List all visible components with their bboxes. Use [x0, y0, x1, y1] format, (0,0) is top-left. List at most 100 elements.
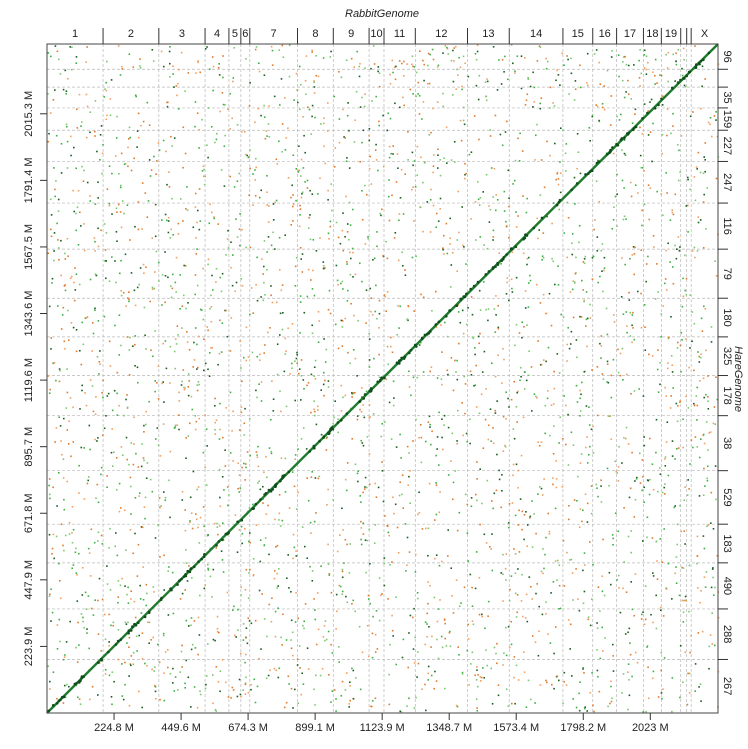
noise-dot: [313, 80, 315, 82]
noise-dot: [667, 562, 670, 565]
noise-dot: [470, 663, 472, 665]
noise-dot: [169, 62, 171, 65]
noise-dot: [349, 251, 351, 254]
x-position-axis: 224.8 M 449.6 M 674.3 M 899.1 M 1123.9 M 1348…: [94, 713, 669, 734]
noise-dot: [698, 355, 700, 358]
noise-dot: [55, 134, 58, 137]
noise-dot: [394, 503, 397, 506]
noise-dot: [239, 652, 242, 655]
noise-dot: [100, 650, 103, 652]
noise-dot: [505, 418, 507, 420]
noise-dot: [565, 404, 567, 407]
noise-dot: [98, 373, 100, 375]
noise-dot: [553, 687, 555, 690]
noise-dot: [490, 548, 492, 550]
noise-dot: [69, 46, 71, 48]
noise-dot: [183, 388, 186, 391]
noise-dot: [378, 327, 380, 329]
noise-dot: [646, 516, 649, 519]
noise-dot: [579, 389, 581, 392]
noise-dot: [661, 561, 663, 563]
noise-dot: [357, 319, 359, 322]
noise-dot: [512, 428, 515, 430]
noise-dot: [682, 621, 685, 623]
noise-dot: [570, 57, 572, 60]
noise-dot: [214, 428, 216, 431]
noise-dot: [294, 399, 296, 402]
noise-dot: [126, 407, 129, 409]
noise-dot: [238, 172, 240, 175]
noise-dot: [60, 440, 62, 442]
noise-dot: [547, 346, 550, 349]
noise-dot: [360, 411, 363, 413]
noise-dot: [615, 512, 617, 514]
x-tick-label: 674.3 M: [228, 722, 268, 734]
diagonal-point: [676, 81, 680, 84]
diagonal-point: [383, 376, 386, 380]
noise-dot: [590, 428, 593, 431]
noise-dot: [59, 640, 61, 643]
diagonal-point: [119, 638, 123, 641]
noise-dot: [238, 529, 241, 531]
noise-dot: [617, 371, 620, 374]
noise-dot: [244, 589, 247, 591]
noise-dot: [399, 197, 402, 199]
noise-dot: [512, 474, 514, 477]
noise-dot: [392, 380, 395, 383]
noise-dot: [73, 299, 76, 302]
noise-dot: [129, 239, 131, 241]
noise-dot: [703, 442, 706, 445]
noise-dot: [327, 386, 330, 388]
noise-dot: [687, 407, 690, 409]
noise-dot: [689, 188, 691, 191]
noise-dot: [694, 256, 696, 259]
noise-dot: [395, 596, 397, 598]
noise-dot: [178, 414, 180, 416]
noise-dot: [684, 599, 687, 602]
noise-dot: [177, 108, 180, 110]
diagonal-point: [362, 397, 366, 400]
noise-dot: [64, 348, 66, 350]
noise-dot: [539, 102, 541, 105]
noise-dot: [694, 663, 697, 665]
noise-dot: [587, 84, 589, 87]
noise-dot: [120, 184, 122, 187]
noise-dot: [710, 341, 713, 343]
noise-dot: [575, 568, 577, 570]
noise-dot: [204, 466, 206, 469]
noise-dot: [190, 624, 192, 626]
noise-dot: [596, 622, 598, 624]
noise-dot: [324, 639, 326, 642]
noise-dot: [623, 561, 625, 563]
noise-dot: [444, 687, 446, 690]
noise-dot: [443, 253, 445, 255]
noise-dot: [680, 371, 682, 373]
noise-dot: [276, 343, 279, 345]
noise-dot: [669, 407, 672, 409]
noise-dot: [340, 410, 343, 412]
noise-dot: [163, 65, 165, 68]
noise-dot: [53, 232, 56, 234]
noise-dot: [114, 324, 116, 327]
noise-dot: [650, 613, 652, 616]
noise-dot: [710, 326, 713, 328]
noise-dot: [111, 172, 113, 175]
noise-dot: [404, 269, 406, 271]
noise-dot: [645, 263, 648, 265]
noise-dot: [527, 679, 530, 682]
noise-dot: [427, 679, 429, 681]
noise-dot: [428, 134, 430, 136]
noise-dot: [465, 172, 467, 175]
noise-dot: [566, 360, 568, 362]
noise-dot: [110, 696, 113, 698]
noise-dot: [301, 271, 304, 273]
noise-dot: [684, 85, 687, 88]
noise-dot: [249, 149, 251, 151]
noise-dot: [449, 237, 451, 240]
noise-dot: [552, 477, 554, 479]
noise-dot: [703, 305, 705, 308]
noise-dot: [262, 273, 264, 275]
noise-dot: [338, 661, 340, 663]
noise-dot: [240, 406, 243, 408]
noise-dot: [136, 146, 138, 148]
